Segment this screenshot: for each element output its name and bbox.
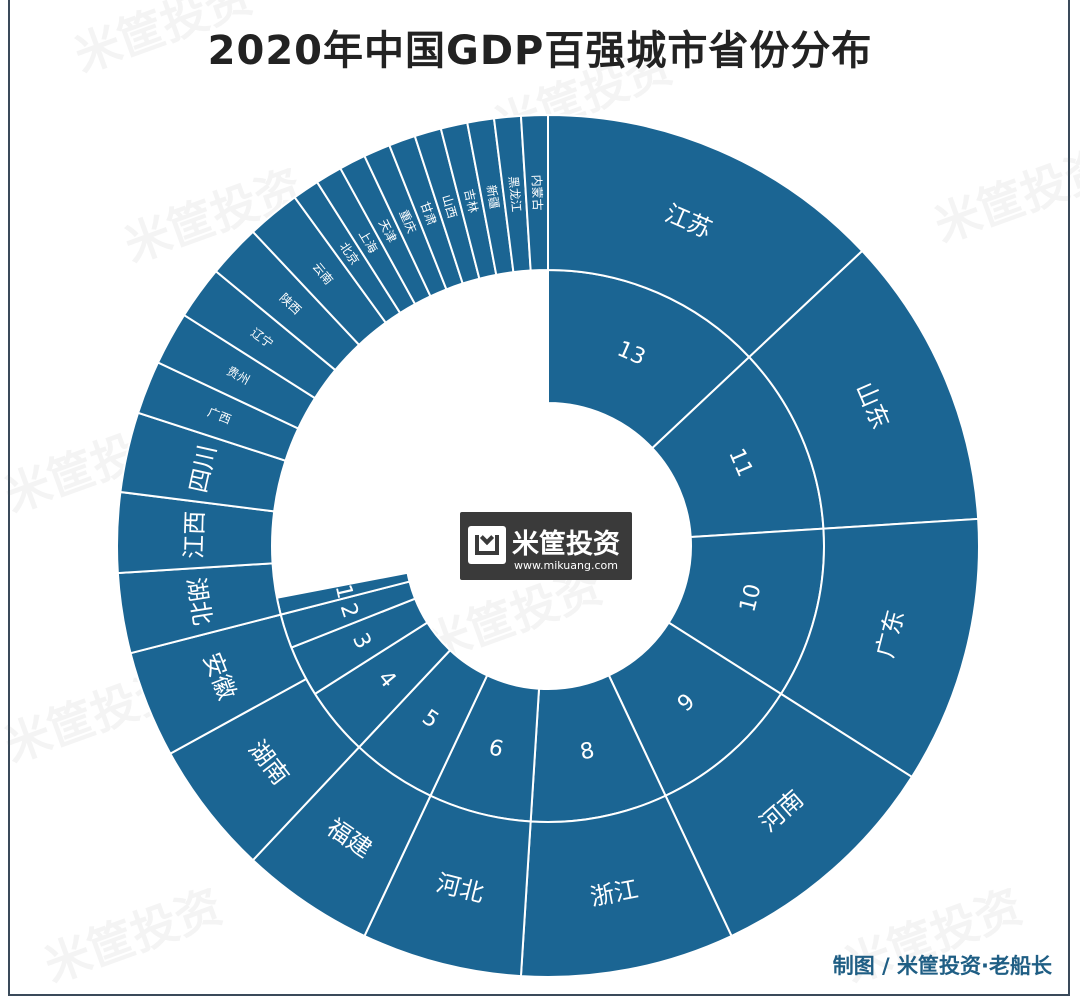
logo-url: www.mikuang.com	[514, 559, 618, 572]
logo-name: 米筐投资	[512, 529, 620, 560]
inner-ring-label: 6	[486, 735, 506, 763]
chart-title: 2020年中国GDP百强城市省份分布	[207, 28, 873, 74]
outer-ring-label: 内蒙古	[529, 174, 545, 210]
outer-ring-segment	[519, 113, 549, 272]
outer-ring-label: 新疆	[484, 184, 503, 210]
inner-ring-label: 1	[330, 582, 357, 601]
logo-icon	[468, 526, 506, 564]
outer-ring-label: 吉林	[461, 188, 480, 214]
outer-ring-label: 山西	[439, 193, 459, 220]
chart-credit: 制图 / 米筐投资·老船长	[832, 954, 1052, 978]
outer-ring-label: 江西	[180, 510, 209, 559]
inner-ring-label: 8	[578, 738, 596, 765]
outer-ring-label: 黑龙江	[506, 175, 523, 212]
center-logo: 米筐投资 www.mikuang.com	[460, 512, 632, 580]
